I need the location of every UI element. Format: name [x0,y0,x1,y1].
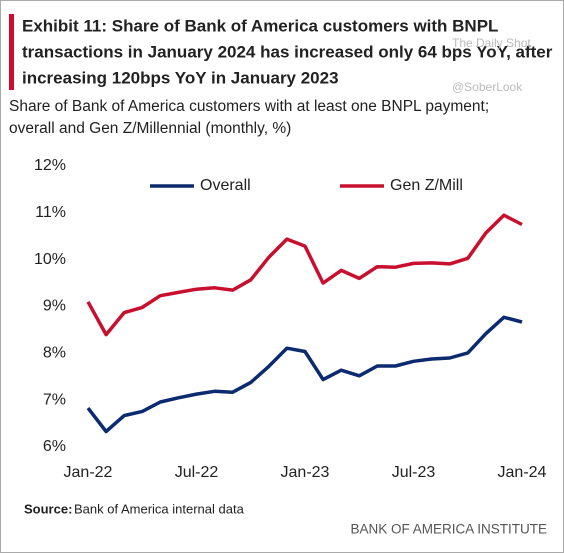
y-tick-label: 11% [35,204,66,221]
line [86,213,523,337]
x-tick-label: Jul-22 [175,464,219,481]
legend-label: Overall [200,177,251,194]
x-tick-label: Jan-23 [281,464,330,481]
line [86,315,523,434]
x-tick-label: Jan-24 [498,464,547,481]
y-tick-label: 9% [43,298,66,315]
x-tick-label: Jul-23 [392,464,436,481]
title-accent [9,14,14,90]
chart-title: increasing 120bps YoY in January 2023 [22,68,339,87]
legend-label: Gen Z/Mill [390,177,463,194]
y-tick-label: 7% [43,391,66,408]
footer: BANK OF AMERICA INSTITUTE [350,522,547,537]
watermark: The Daily Shot [452,36,531,50]
source-label: Source: [24,501,72,516]
y-tick-label: 12% [34,157,66,174]
y-tick-label: 6% [43,438,66,455]
source: Bank of America internal data [74,501,245,516]
x-tick-label: Jan-22 [64,464,113,481]
watermark: @SoberLook [452,80,523,94]
chart-title: transactions in January 2024 has increas… [22,42,553,61]
subtitle: overall and Gen Z/Millennial (monthly, %… [9,120,291,137]
y-tick-label: 10% [34,251,66,268]
subtitle: Share of Bank of America customers with … [9,98,489,115]
y-tick-label: 8% [43,345,66,362]
chart-title: Exhibit 11: Share of Bank of America cus… [22,16,498,35]
